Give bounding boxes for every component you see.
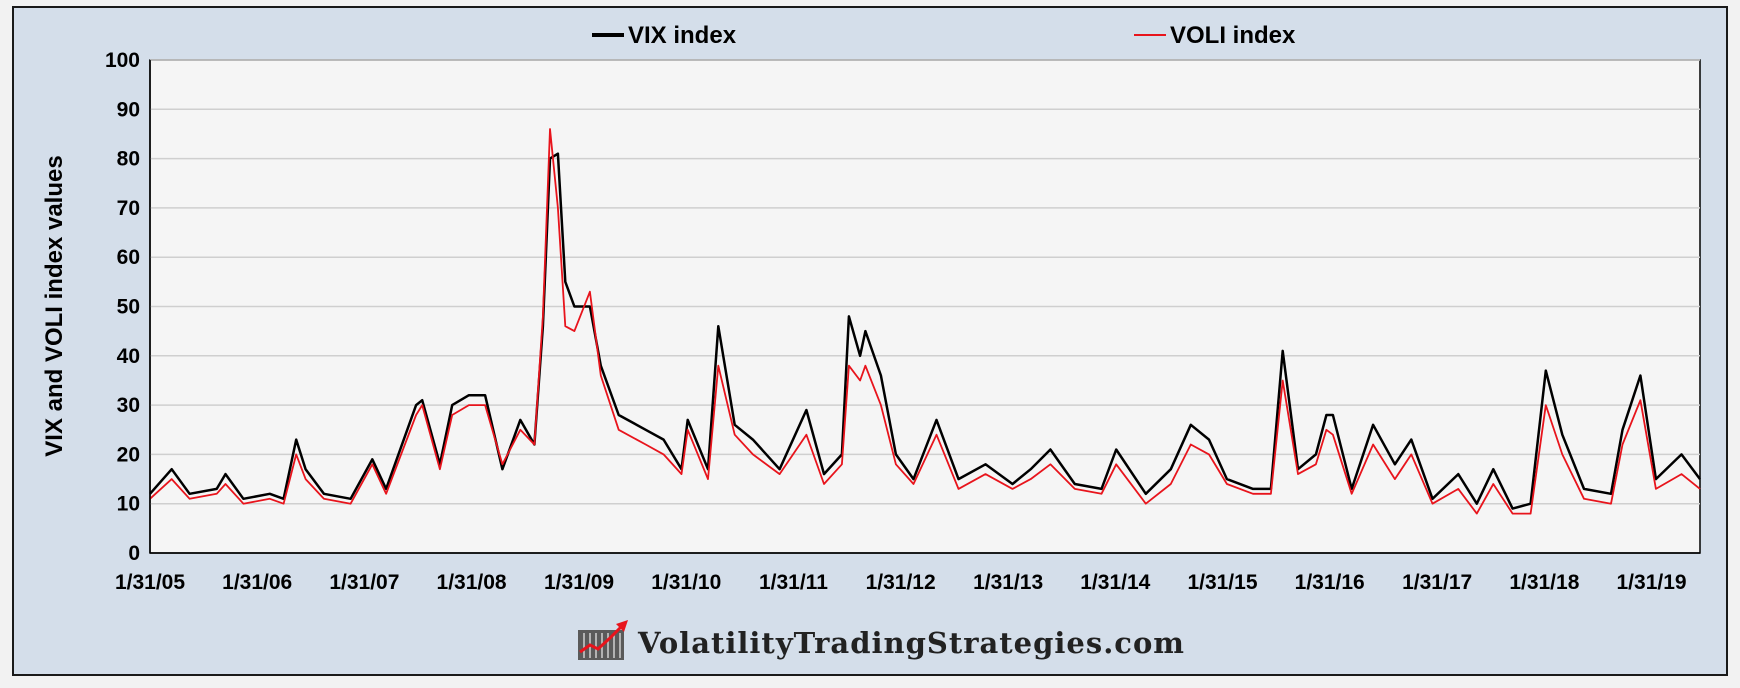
- x-tick-label: 1/31/09: [544, 571, 614, 594]
- legend-item-voli: VOLI index: [1134, 22, 1296, 49]
- x-tick-label: 1/31/15: [1187, 571, 1257, 594]
- x-tick-label: 1/31/10: [651, 571, 721, 594]
- x-tick-label: 1/31/05: [115, 571, 185, 594]
- x-tick-label: 1/31/06: [222, 571, 292, 594]
- series-lines: [149, 128, 1702, 515]
- chart-frame: 0 10 20 30 40 50 60 70 80 90 100 1/31/05 1/31/06 1/3…: [12, 6, 1728, 676]
- y-tick-label: 20: [117, 443, 140, 466]
- y-tick-label: 90: [117, 98, 140, 121]
- watermark-text: VolatilityTradingStrategies.com: [637, 626, 1185, 660]
- y-axis-label: VIX and VOLI index values: [41, 155, 68, 456]
- x-tick-label: 1/31/11: [759, 571, 828, 594]
- x-tick-label: 1/31/13: [973, 571, 1043, 594]
- axes: [149, 60, 1700, 554]
- y-tick-labels: 0 10 20 30 40 50 60 70 80 90 100: [105, 49, 140, 565]
- x-tick-label: 1/31/12: [866, 571, 936, 594]
- y-tick-label: 50: [117, 296, 140, 319]
- x-tick-label: 1/31/14: [1080, 571, 1150, 594]
- x-tick-label: 1/31/19: [1617, 571, 1687, 594]
- x-tick-label: 1/31/07: [329, 571, 399, 594]
- legend-label-voli: VOLI index: [1170, 22, 1296, 49]
- x-tick-label: 1/31/18: [1509, 571, 1579, 594]
- series-line-voli: [149, 128, 1701, 515]
- x-tick-labels: 1/31/05 1/31/06 1/31/07 1/31/08 1/31/09 1/31/…: [115, 571, 1687, 594]
- legend-item-vix: VIX index: [592, 22, 737, 49]
- series-line-vix: [149, 152, 1702, 510]
- y-tick-label: 80: [117, 148, 140, 171]
- y-tick-label: 0: [128, 542, 140, 565]
- x-tick-label: 1/31/17: [1402, 571, 1472, 594]
- y-tick-label: 40: [117, 345, 140, 368]
- y-tick-label: 10: [117, 493, 140, 516]
- chart-logo-icon: [578, 620, 628, 660]
- legend: VIX index VOLI index: [592, 22, 1296, 49]
- gridlines: [150, 59, 1700, 505]
- x-tick-label: 1/31/16: [1295, 571, 1365, 594]
- y-tick-label: 60: [117, 246, 140, 269]
- x-tick-label: 1/31/08: [437, 571, 507, 594]
- y-tick-label: 100: [105, 49, 140, 72]
- y-tick-label: 30: [117, 394, 140, 417]
- y-tick-label: 70: [117, 197, 140, 220]
- watermark: VolatilityTradingStrategies.com: [578, 620, 1185, 660]
- legend-label-vix: VIX index: [628, 22, 737, 49]
